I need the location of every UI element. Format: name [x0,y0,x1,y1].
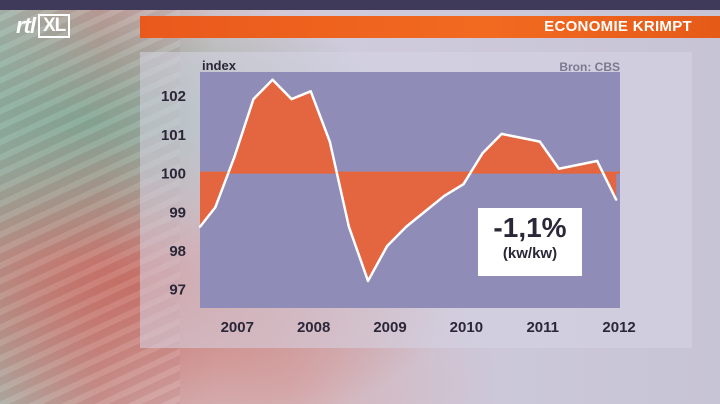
callout-value: -1,1% [493,212,567,243]
data-point [424,210,427,213]
x-tick-label: 2008 [297,319,330,336]
data-point [385,244,389,248]
data-point [328,140,332,143]
x-tick-label: 2007 [221,319,254,336]
source-label: Bron: CBS [559,60,620,74]
data-point [271,78,274,81]
data-point [595,159,599,163]
data-point [481,152,484,155]
data-point [347,225,351,228]
data-point [233,155,236,159]
data-point [309,90,312,93]
y-axis-label: index [202,58,237,73]
area-fill [200,79,617,281]
y-tick-label: 102 [161,88,186,105]
data-point [462,182,465,186]
x-tick-label: 2012 [602,319,635,336]
data-point [366,279,370,283]
data-point [500,132,503,136]
y-tick-label: 101 [161,127,186,144]
top-band [0,0,720,10]
logo-rtl-text: rtl [16,13,36,38]
data-point [576,163,580,167]
headline-title: ECONOMIE KRIMPT [544,18,692,35]
x-tick-label: 2011 [526,319,559,336]
data-point [614,198,618,201]
x-tick-label: 2010 [450,319,483,336]
callout-subtitle: (kw/kw) [502,245,558,262]
data-point [404,225,408,228]
headline-bar: ECONOMIE KRIMPT [140,16,720,38]
x-tick-label: 2009 [373,319,406,336]
channel-logo: rtl XL [16,12,71,40]
data-point [538,140,542,143]
y-tick-label: 97 [169,282,186,299]
data-point [557,167,561,170]
data-point [443,194,446,198]
y-tick-label: 99 [169,204,186,221]
logo-xl-text: XL [38,14,71,38]
change-callout: -1,1% (kw/kw) [478,208,582,276]
data-point [252,97,255,101]
data-point [519,136,522,139]
data-point [198,225,202,228]
data-point [214,206,217,209]
y-tick-label: 98 [169,243,186,260]
data-point [290,97,293,101]
y-tick-label: 100 [161,166,186,183]
